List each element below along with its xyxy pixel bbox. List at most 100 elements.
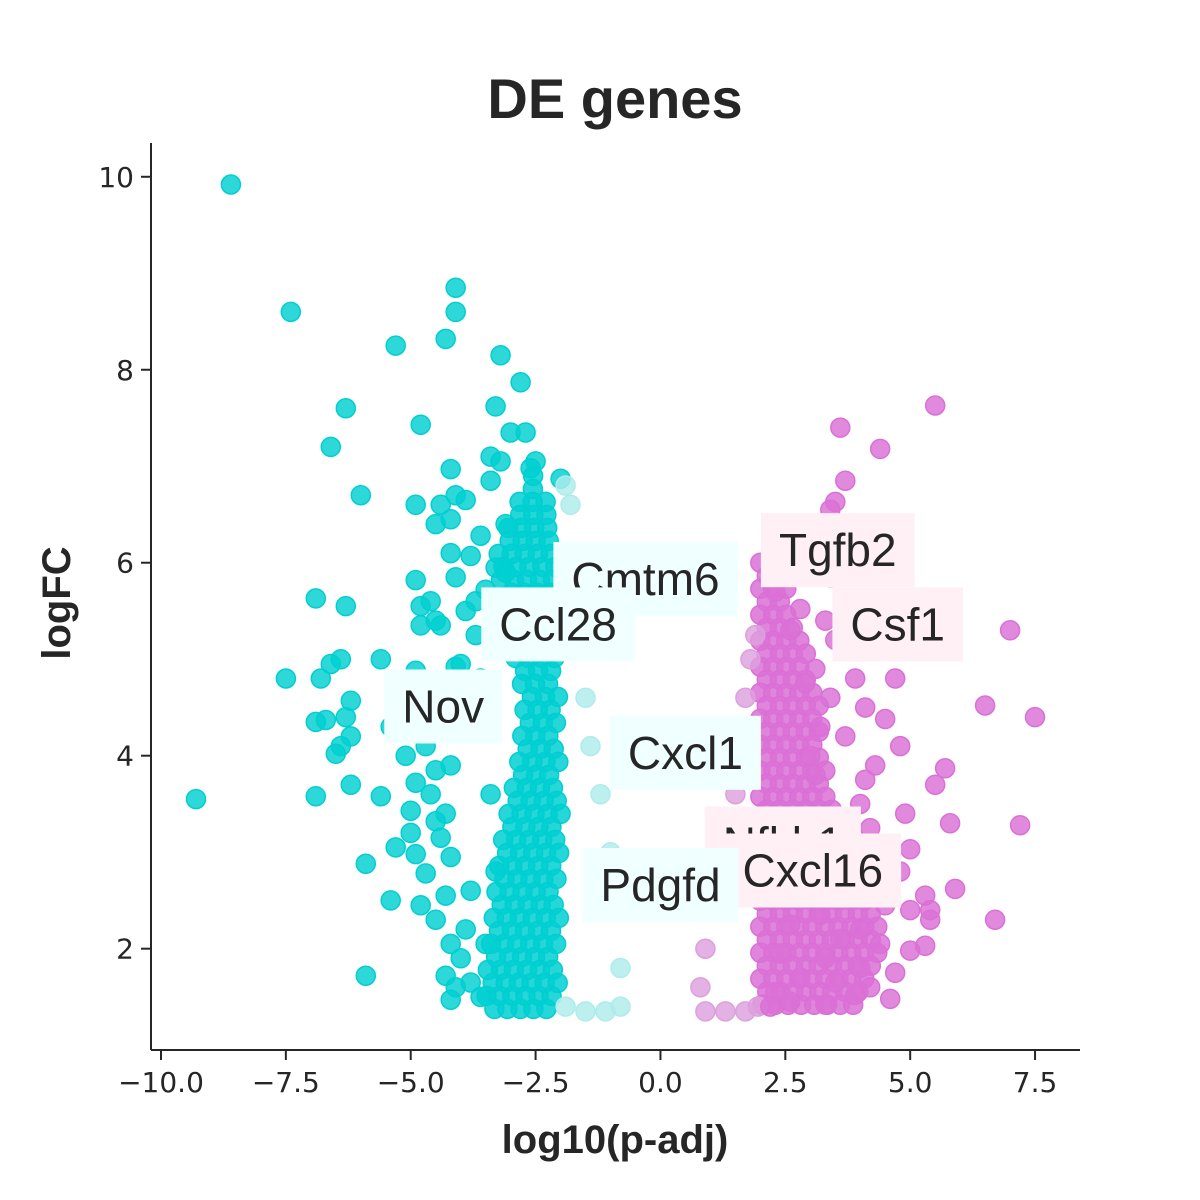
scatter-point [590, 784, 611, 805]
scatter-point [715, 1001, 736, 1022]
scatter-point [455, 919, 476, 940]
scatter-point [899, 940, 921, 961]
scatter-point [435, 328, 456, 350]
gene-labels: Tgfb2Cmtm6Csf1Ccl28NovCxcl1Nfkb1Cxcl16Pd… [384, 513, 963, 922]
scatter-point [580, 735, 601, 757]
scatter-point [1024, 706, 1046, 728]
scatter-point [999, 620, 1021, 641]
scatter-point [520, 457, 541, 479]
scatter-point [420, 784, 441, 805]
scatter-point [854, 697, 876, 718]
scatter-point [745, 624, 766, 646]
scatter-point [275, 668, 297, 689]
scatter-point [815, 948, 836, 969]
y-ticks: 2 4 6 8 10 [98, 161, 151, 966]
x-tick-label: −7.5 [252, 1066, 320, 1099]
scatter-point [835, 470, 856, 491]
scatter-point [385, 335, 406, 356]
scatter-point [780, 991, 801, 1013]
scatter-point [315, 709, 337, 731]
scatter-point [884, 962, 906, 984]
band-point [536, 998, 557, 1020]
scatter-point [400, 800, 421, 821]
scatter-point [425, 610, 446, 631]
gene-label-pdgfd: Pdgfd [582, 848, 739, 922]
scatter-point [889, 735, 911, 757]
scatter-point [830, 928, 851, 950]
x-tick-label: −10.0 [118, 1066, 204, 1099]
scatter-point [844, 668, 866, 689]
scatter-point [405, 843, 426, 865]
gene-label-cxcl16: Cxcl16 [724, 833, 902, 908]
scatter-point [560, 494, 581, 516]
scatter-point [320, 653, 342, 675]
scatter-point [405, 494, 426, 516]
scatter-point [440, 542, 461, 564]
scatter-point [485, 396, 506, 417]
scatter-point [460, 880, 481, 902]
x-tick-label: 5.0 [888, 1066, 933, 1099]
scatter-point [455, 489, 476, 511]
scatter-point [425, 513, 446, 535]
scatter-point [815, 610, 836, 631]
y-tick-label: 4 [116, 740, 134, 773]
scatter-point [185, 788, 207, 810]
scatter-point [470, 525, 491, 546]
y-axis-label: logFC [35, 546, 79, 659]
scatter-point [335, 398, 357, 419]
gene-label-box [832, 587, 963, 662]
scatter-point [440, 933, 461, 955]
x-tick-label: 7.5 [1013, 1066, 1058, 1099]
gene-label-box [582, 848, 739, 922]
scatter-point [575, 687, 596, 709]
scatter-point [820, 687, 841, 709]
scatter-point [864, 755, 886, 776]
scatter-point [355, 853, 377, 875]
chart-title: DE genes [487, 67, 742, 130]
scatter-point [395, 745, 416, 766]
scatter-point [800, 745, 821, 766]
scatter-point [695, 1001, 716, 1022]
scatter-point [440, 458, 461, 480]
gene-label-tgfb2: Tgfb2 [760, 513, 915, 588]
scatter-point [790, 967, 811, 988]
scatter-point [490, 451, 511, 472]
y-tick-label: 10 [98, 161, 134, 194]
scatter-point [984, 909, 1006, 930]
scatter-point [924, 395, 946, 416]
gene-label-box [724, 833, 902, 908]
gene-label-text: Cxcl16 [742, 845, 883, 897]
scatter-point [810, 904, 831, 926]
scatter-point [849, 957, 871, 979]
scatter-point [934, 758, 956, 779]
gene-label-box [609, 715, 761, 790]
scatter-point [445, 566, 466, 588]
scatter-point [899, 899, 921, 921]
scatter-point [400, 822, 421, 844]
scatter-point [515, 422, 536, 443]
scatter-point [305, 785, 327, 807]
scatter-point [695, 938, 716, 959]
scatter-point [805, 658, 826, 680]
scatter-point [430, 494, 451, 516]
gene-label-text: Nov [402, 681, 484, 733]
gene-label-text: Pdgfd [600, 859, 720, 911]
scatter-point [919, 909, 941, 930]
scatter-point [485, 861, 506, 882]
scatter-point [760, 996, 781, 1017]
scatter-point [340, 774, 362, 795]
x-axis-label: log10(p-adj) [502, 1118, 729, 1162]
scatter-point [410, 895, 431, 916]
x-tick-label: 0.0 [638, 1066, 683, 1099]
scatter-point [899, 839, 921, 860]
scatter-point [350, 484, 372, 506]
scatter-point [280, 301, 302, 323]
scatter-point [495, 562, 516, 583]
scatter-point [869, 933, 891, 955]
scatter-point [874, 708, 896, 730]
scatter-point [380, 890, 401, 911]
scatter-point [310, 668, 332, 689]
gene-label-csf1: Csf1 [832, 587, 963, 662]
scatter-point [894, 803, 916, 824]
